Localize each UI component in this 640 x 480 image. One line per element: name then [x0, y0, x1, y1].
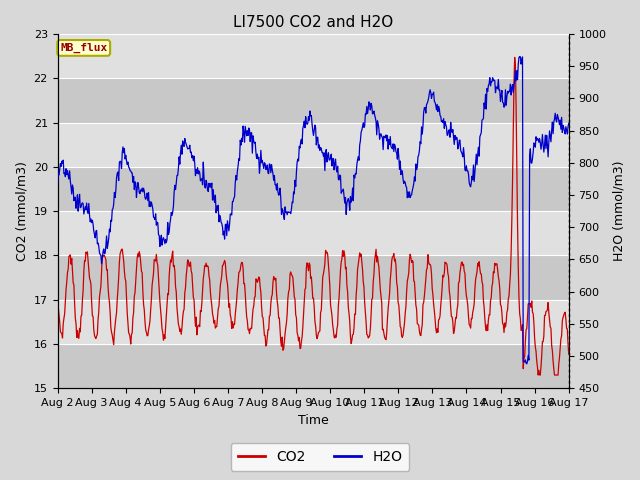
Text: MB_flux: MB_flux: [60, 43, 108, 53]
Bar: [58, 255, 569, 300]
Legend: CO2, H2O: CO2, H2O: [230, 443, 410, 471]
Bar: [58, 300, 569, 344]
Bar: [58, 34, 569, 78]
Bar: [58, 344, 569, 388]
Bar: [58, 78, 569, 122]
X-axis label: Time: Time: [298, 414, 328, 427]
Bar: [58, 122, 569, 167]
Y-axis label: H2O (mmol/m3): H2O (mmol/m3): [612, 161, 625, 262]
Y-axis label: CO2 (mmol/m3): CO2 (mmol/m3): [15, 161, 28, 261]
Title: LI7500 CO2 and H2O: LI7500 CO2 and H2O: [233, 15, 393, 30]
Bar: [58, 211, 569, 255]
Bar: [58, 167, 569, 211]
